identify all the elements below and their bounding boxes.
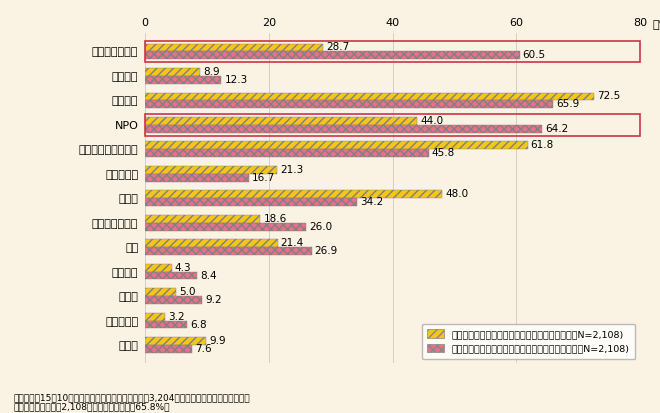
Text: 8.4: 8.4: [200, 271, 217, 280]
Text: 26.0: 26.0: [309, 222, 332, 232]
Bar: [145, 215, 260, 223]
Bar: [145, 240, 278, 247]
Text: 28.7: 28.7: [326, 43, 349, 52]
Bar: [145, 93, 594, 100]
Bar: [145, 174, 249, 182]
Text: （%）: （%）: [653, 19, 660, 29]
Text: 44.0: 44.0: [420, 116, 444, 126]
Bar: [145, 100, 553, 108]
Bar: [145, 320, 187, 328]
Text: 3.2: 3.2: [168, 312, 185, 322]
Bar: [145, 198, 357, 206]
Text: 9.9: 9.9: [210, 336, 226, 346]
Bar: [145, 43, 323, 51]
Text: 72.5: 72.5: [597, 91, 620, 102]
Text: 18.6: 18.6: [263, 214, 286, 224]
Bar: [145, 149, 428, 157]
Legend: 現在、「地域づくりを担っている人、組織」　（N=2,108), 今後、特に「地域づくりを担うべき人、組織」　（N=2,108): 現在、「地域づくりを担っている人、組織」 （N=2,108), 今後、特に「地域…: [422, 324, 636, 359]
Bar: [145, 296, 202, 304]
Text: 45.8: 45.8: [432, 148, 455, 158]
Bar: [145, 68, 200, 76]
Bar: [145, 142, 527, 149]
Bar: [145, 264, 172, 272]
Bar: [145, 223, 306, 230]
Text: 5.0: 5.0: [180, 287, 196, 297]
Text: 4.3: 4.3: [175, 263, 191, 273]
Bar: [145, 345, 192, 353]
Text: 26.9: 26.9: [315, 246, 338, 256]
Text: 64.2: 64.2: [546, 124, 569, 134]
Bar: [145, 166, 277, 174]
Bar: [145, 288, 176, 296]
Bar: [145, 76, 221, 84]
Text: 有効回収数は2,108市町村（有効回答率65.8%）: 有効回収数は2,108市町村（有効回答率65.8%）: [13, 403, 170, 412]
Text: 6.8: 6.8: [190, 320, 207, 330]
Bar: [145, 337, 207, 345]
Text: 34.2: 34.2: [360, 197, 383, 207]
Text: 資料）平成15年10月に国土交通省が実施した、全国3,204市町村に対するアンケート調査: 資料）平成15年10月に国土交通省が実施した、全国3,204市町村に対するアンケ…: [13, 394, 250, 403]
Bar: [145, 190, 442, 198]
Text: 65.9: 65.9: [556, 99, 579, 109]
Text: 9.2: 9.2: [205, 295, 222, 305]
Bar: [145, 247, 312, 255]
Text: 7.6: 7.6: [195, 344, 212, 354]
Text: 60.5: 60.5: [523, 50, 546, 60]
Bar: [145, 313, 165, 320]
Text: 21.3: 21.3: [280, 165, 304, 175]
Text: 48.0: 48.0: [446, 189, 469, 199]
Text: 12.3: 12.3: [224, 75, 248, 85]
Bar: [145, 51, 519, 59]
Bar: [145, 272, 197, 280]
Text: 61.8: 61.8: [531, 140, 554, 150]
Text: 21.4: 21.4: [280, 238, 304, 248]
Text: 16.7: 16.7: [251, 173, 275, 183]
Bar: [145, 117, 417, 125]
Text: 8.9: 8.9: [203, 67, 220, 77]
Bar: [145, 125, 543, 133]
